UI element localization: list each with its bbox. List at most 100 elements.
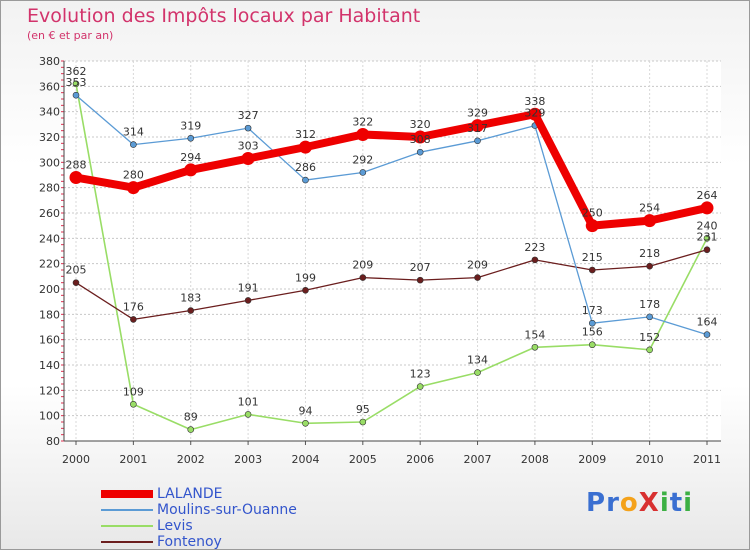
data-label: 319 <box>180 119 201 132</box>
data-label: 154 <box>524 328 545 341</box>
data-point <box>588 266 596 274</box>
data-label: 353 <box>66 76 87 89</box>
data-label: 329 <box>524 107 545 120</box>
data-point <box>126 181 140 195</box>
logo-letter: P <box>586 488 607 518</box>
legend-item: Moulins-sur-Ouanne <box>101 502 297 518</box>
data-point <box>531 256 539 264</box>
data-point <box>244 411 252 418</box>
data-label: 338 <box>524 95 545 108</box>
y-tick-label: 240 <box>39 232 60 245</box>
data-point <box>646 346 653 354</box>
data-point <box>359 418 367 426</box>
chart-subtitle: (en € et par an) <box>27 29 114 42</box>
data-point <box>416 383 424 390</box>
data-point <box>302 419 309 427</box>
data-label: 199 <box>295 271 316 284</box>
data-label: 173 <box>582 304 603 317</box>
data-point <box>130 400 137 408</box>
data-point <box>528 107 542 121</box>
series-line <box>75 249 708 321</box>
legend-item: Levis <box>101 518 297 534</box>
data-label: 254 <box>639 202 660 215</box>
y-tick-label: 380 <box>39 55 60 68</box>
data-point <box>130 141 137 148</box>
data-point <box>72 279 80 286</box>
x-tick-label: 2002 <box>177 453 205 466</box>
y-tick-label: 320 <box>39 131 60 144</box>
data-label: 327 <box>238 109 259 122</box>
x-tick-label: 2001 <box>119 453 147 466</box>
data-label: 308 <box>410 133 431 146</box>
data-label: 218 <box>639 247 660 260</box>
legend-label: Fontenoy <box>157 534 222 550</box>
legend-label: Moulins-sur-Ouanne <box>157 502 297 518</box>
y-tick-label: 80 <box>46 435 60 448</box>
data-label: 134 <box>467 354 488 367</box>
data-point <box>244 297 252 304</box>
data-label: 362 <box>66 65 87 78</box>
data-point <box>244 124 252 132</box>
data-label: 89 <box>184 411 198 424</box>
data-point <box>359 274 367 281</box>
data-point <box>72 80 80 88</box>
x-tick-label: 2003 <box>234 453 262 466</box>
data-point <box>302 286 309 294</box>
data-point <box>646 262 653 270</box>
data-point <box>72 91 80 99</box>
legend-item: LALANDE <box>101 486 297 502</box>
data-label: 156 <box>582 326 603 339</box>
data-label: 317 <box>467 122 488 135</box>
data-label: 303 <box>238 140 259 153</box>
y-tick-label: 360 <box>39 80 60 93</box>
y-tick-label: 200 <box>39 283 60 296</box>
logo-letter: i <box>659 488 670 518</box>
data-point <box>703 235 711 242</box>
data-point <box>416 276 424 284</box>
data-label: 191 <box>238 281 259 294</box>
y-tick-label: 260 <box>39 207 60 220</box>
logo-letter: r <box>606 488 620 518</box>
x-axis-ticks: 2000 2001 2002 2003 2004 2005 2006 2007 2008 2009… <box>62 441 721 466</box>
data-point <box>187 426 195 433</box>
data-point <box>474 137 481 145</box>
data-point <box>531 343 539 351</box>
data-point <box>703 246 711 254</box>
y-tick-label: 280 <box>39 182 60 195</box>
data-point <box>359 169 367 176</box>
data-label: 240 <box>697 219 718 232</box>
data-point <box>298 140 312 154</box>
y-tick-label: 340 <box>39 106 60 119</box>
chart-title: Evolution des Impôts locaux par Habitant <box>27 5 421 27</box>
data-label: 209 <box>467 259 488 272</box>
series-line <box>75 83 708 431</box>
data-label: 95 <box>356 403 370 416</box>
data-point <box>585 219 599 233</box>
data-label: 294 <box>180 151 201 164</box>
series-lalande <box>69 107 714 233</box>
data-point <box>643 214 657 228</box>
x-tick-label: 2000 <box>62 453 90 466</box>
data-point <box>588 319 596 327</box>
legend-label: LALANDE <box>157 486 223 502</box>
legend: LALANDE Moulins-sur-Ouanne Levis Fontenoy <box>101 486 297 550</box>
series-fontenoy <box>72 246 711 323</box>
data-label: 314 <box>123 126 144 139</box>
y-tick-label: 180 <box>39 308 60 321</box>
data-point <box>413 130 427 144</box>
x-tick-label: 2008 <box>521 453 549 466</box>
data-label: 178 <box>639 298 660 311</box>
data-label: 207 <box>410 261 431 274</box>
data-point <box>588 341 596 349</box>
data-point <box>703 331 711 338</box>
legend-swatch <box>101 541 153 543</box>
data-label: 215 <box>582 251 603 264</box>
data-point <box>471 119 485 133</box>
data-point <box>184 163 198 177</box>
legend-swatch <box>101 490 153 498</box>
data-point <box>474 274 481 281</box>
data-label: 322 <box>352 115 373 128</box>
data-label: 280 <box>123 169 144 182</box>
x-tick-label: 2010 <box>636 453 664 466</box>
x-tick-label: 2005 <box>349 453 377 466</box>
